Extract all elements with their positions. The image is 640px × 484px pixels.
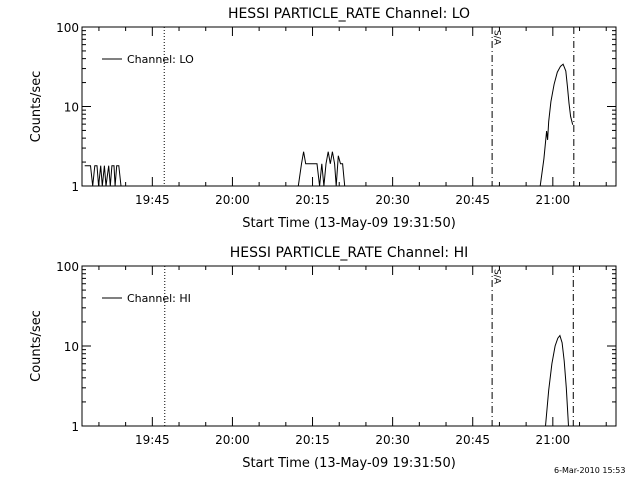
- panel-2-y-tick-label: 100: [56, 260, 79, 274]
- panel-1-y-tick-label: 1: [71, 180, 79, 194]
- panel-2-y-tick-label: 10: [64, 340, 79, 354]
- panel-1-series-line-segment-3: [540, 64, 573, 186]
- panel-1-x-tick-label: 19:45: [135, 193, 170, 207]
- panel-1-x-tick-label: 20:45: [455, 193, 490, 207]
- panel-2-y-axis-label: Counts/sec: [29, 310, 44, 382]
- panel-2-plot-frame: [82, 266, 616, 426]
- panel-2-x-tick-label: 20:30: [375, 433, 410, 447]
- panel-1-y-tick-label: 10: [64, 101, 79, 115]
- panel-1-x-tick-label: 21:00: [536, 193, 571, 207]
- panel-1-x-axis-label: Start Time (13-May-09 19:31:50): [242, 216, 456, 231]
- panel-1-title: HESSI PARTICLE_RATE Channel: LO: [228, 6, 470, 22]
- panel-2-x-tick-label: 20:00: [215, 433, 250, 447]
- panel-1-y-tick-label: 100: [56, 21, 79, 35]
- panel-1-x-tick-label: 20:15: [295, 193, 330, 207]
- panel-2-x-axis-label: Start Time (13-May-09 19:31:50): [242, 456, 456, 471]
- panel-1-series-line-segment-2: [298, 152, 344, 186]
- panel-2-title: HESSI PARTICLE_RATE Channel: HI: [230, 245, 468, 261]
- panel-1-x-tick-label: 20:30: [375, 193, 410, 207]
- panel-2-y-tick-label: 1: [71, 420, 79, 434]
- panel-2-x-tick-label: 19:45: [135, 433, 170, 447]
- panel-1-plot-frame: [82, 27, 616, 186]
- panel-2-x-tick-label: 20:45: [455, 433, 490, 447]
- panel-1-y-axis-label: Counts/sec: [29, 71, 44, 143]
- panel-2-series-line-segment-1: [546, 336, 569, 426]
- panel-1-x-tick-label: 20:00: [215, 193, 250, 207]
- panel-1-legend-label: Channel: LO: [127, 53, 194, 66]
- panel-2-annotation: S/A: [492, 269, 502, 285]
- timestamp-label: 6-Mar-2010 15:53: [554, 466, 625, 475]
- panel-2-legend-label: Channel: HI: [127, 292, 191, 305]
- panel-1-series-line-segment-1: [85, 166, 121, 186]
- panel-1-annotation: S/A: [492, 30, 502, 46]
- panel-2-x-tick-label: 20:15: [295, 433, 330, 447]
- panel-2-x-tick-label: 21:00: [536, 433, 571, 447]
